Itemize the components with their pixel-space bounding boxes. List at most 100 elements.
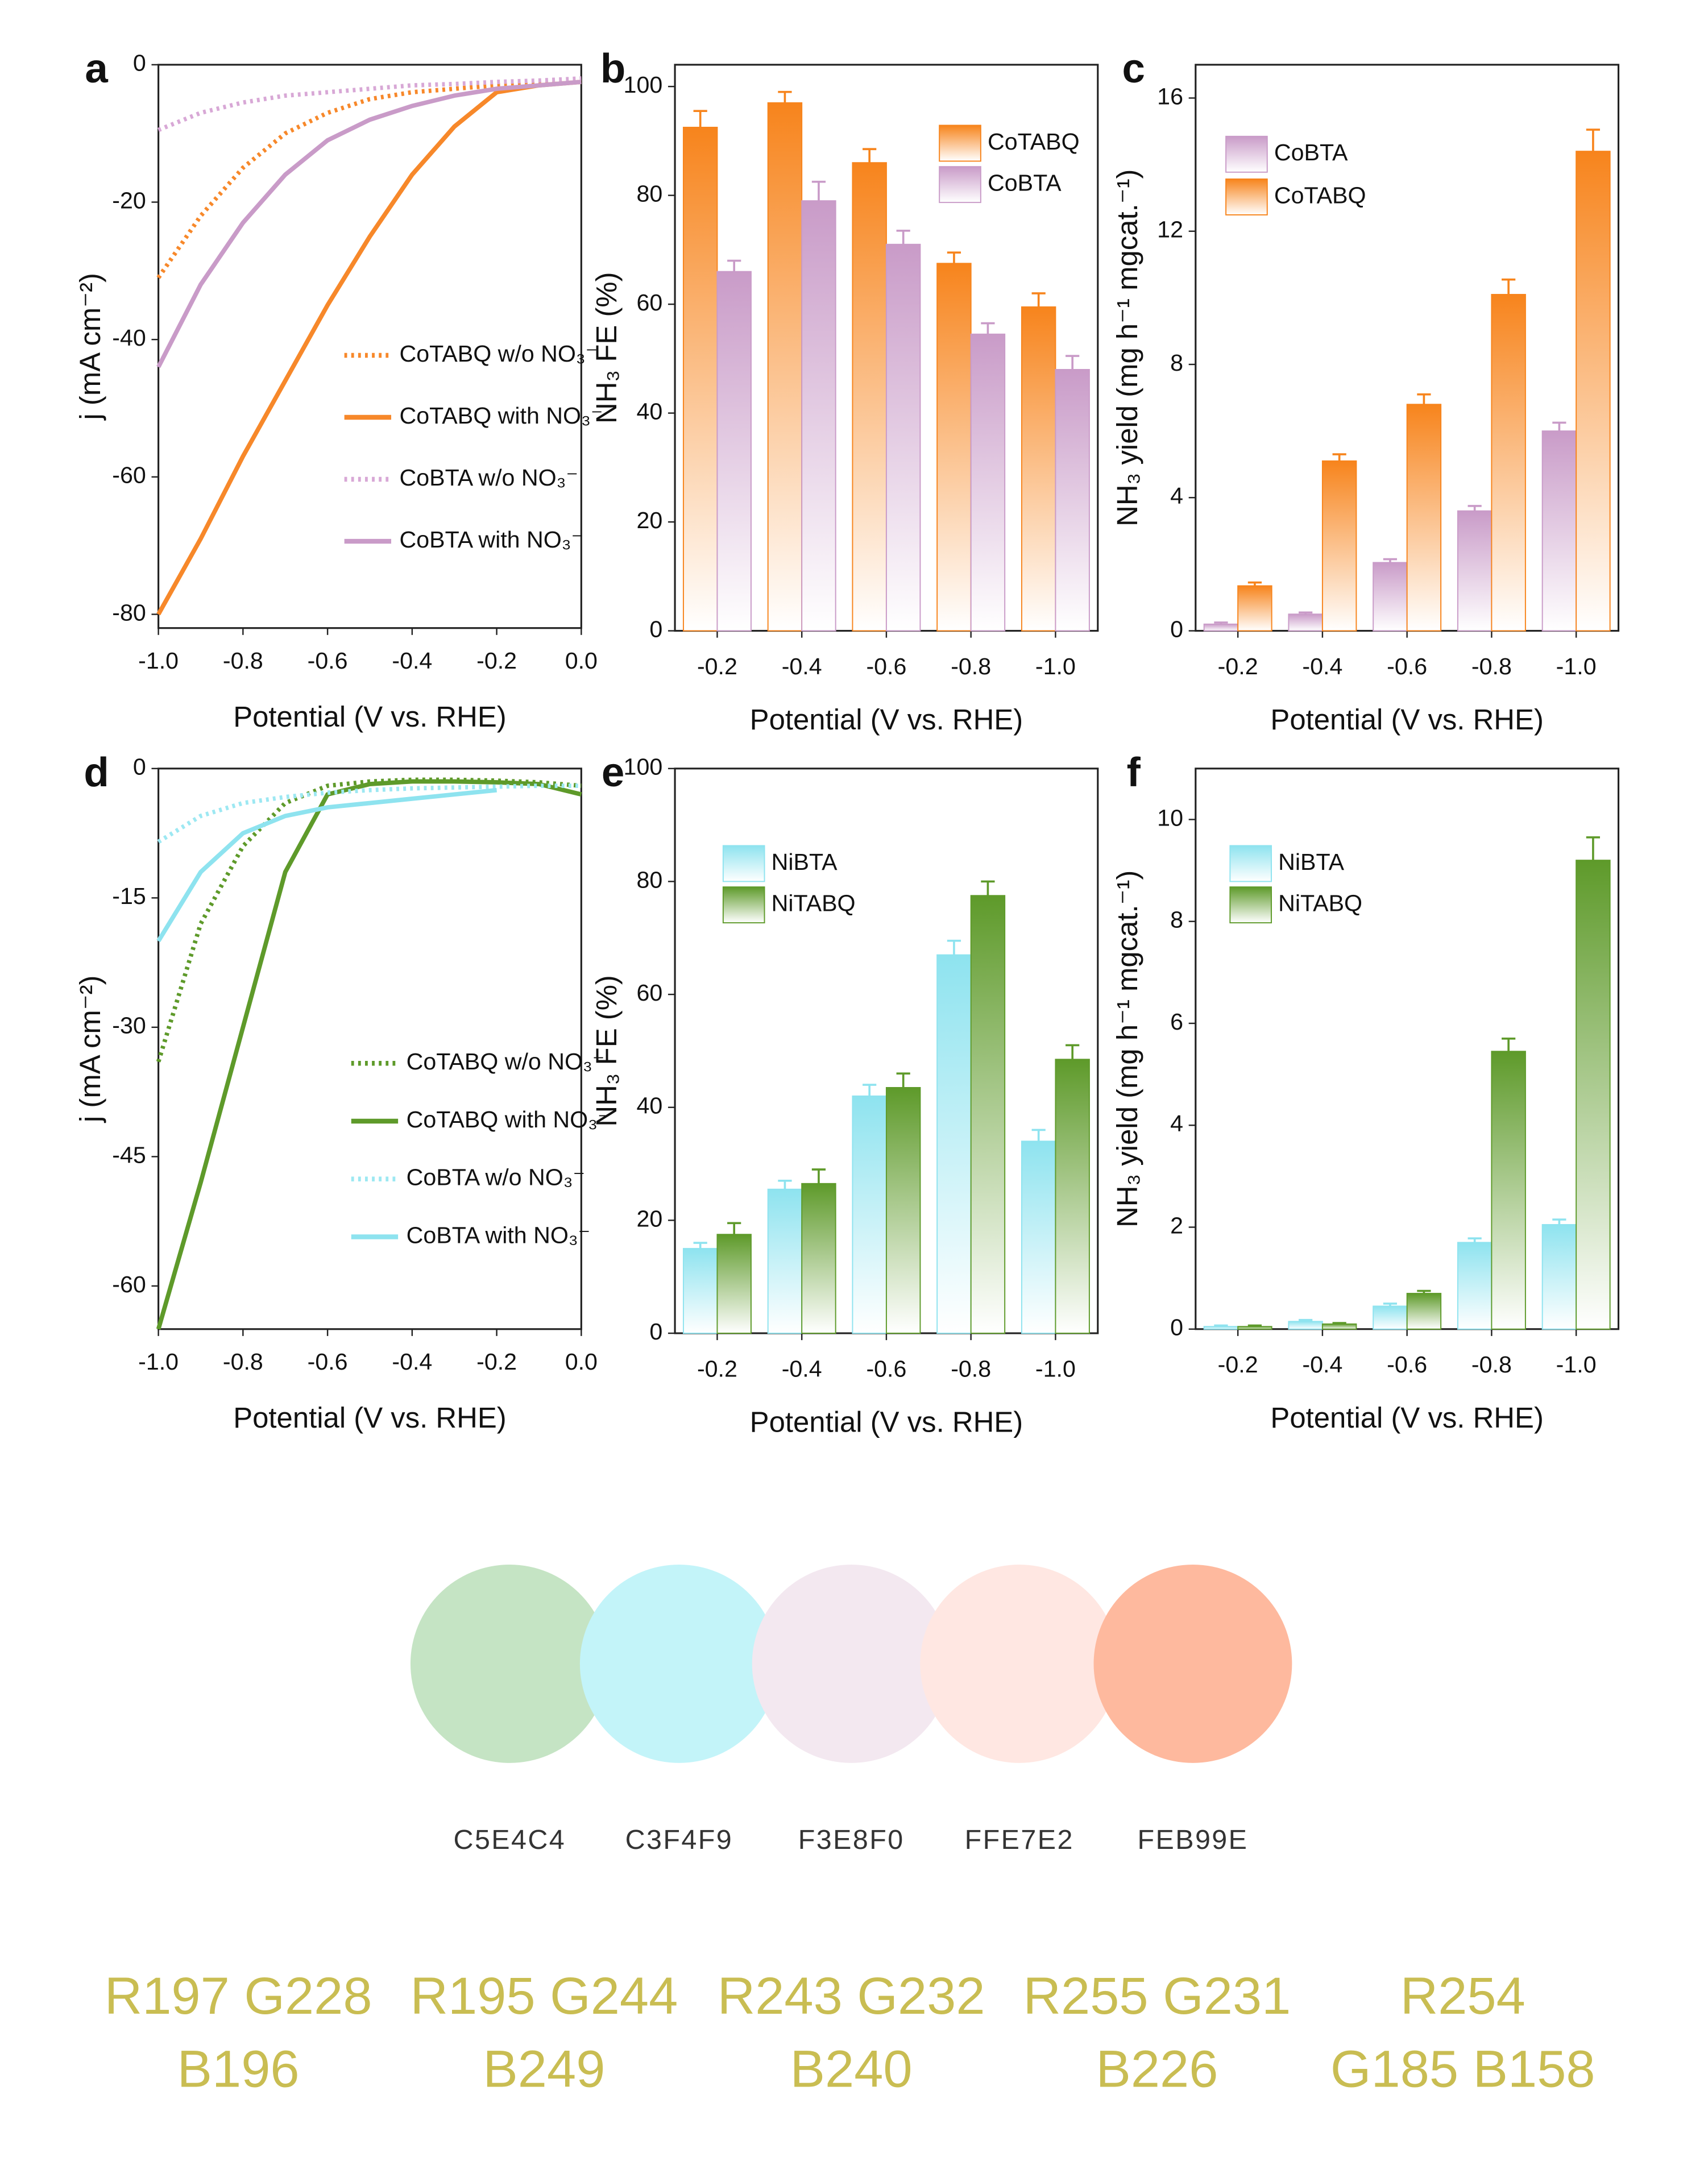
y-tick-label: 60 — [636, 980, 662, 1006]
bar — [767, 1188, 803, 1334]
rgb-code: R254 — [1400, 1967, 1525, 2025]
panel-label: f — [1127, 749, 1141, 795]
legend-label: CoTABQ — [988, 128, 1080, 155]
legend-swatch — [1229, 845, 1272, 882]
line-series — [156, 779, 582, 1330]
x-tick-label: 0.0 — [565, 648, 598, 674]
bar — [970, 333, 1006, 632]
x-axis-label: Potential (V vs. RHE) — [1270, 703, 1543, 736]
x-tick-label: -0.2 — [1218, 653, 1258, 679]
y-tick-label: -30 — [112, 1013, 146, 1039]
hex-code: F3E8F0 — [798, 1824, 905, 1855]
legend-swatch — [1225, 178, 1268, 215]
bar — [852, 1095, 887, 1334]
rgb-code: B249 — [483, 2039, 605, 2098]
bar — [801, 200, 836, 632]
line-series — [156, 80, 582, 279]
legend-swatch — [1229, 886, 1272, 924]
y-tick-label: 8 — [1170, 907, 1183, 933]
y-tick-label: -60 — [112, 462, 146, 488]
x-tick-label: -0.6 — [1387, 1351, 1427, 1378]
y-tick-label: 0 — [649, 1318, 662, 1345]
bar — [767, 102, 803, 632]
y-tick-label: 40 — [636, 1093, 662, 1119]
bar — [1321, 460, 1357, 632]
line-series — [156, 787, 497, 943]
panel-label: d — [84, 749, 109, 795]
panel-label: a — [85, 45, 108, 92]
bar — [1203, 623, 1239, 632]
x-tick-label: -0.6 — [866, 653, 906, 679]
bar — [801, 1183, 836, 1334]
y-tick-label: 8 — [1170, 350, 1183, 376]
bar — [1541, 1224, 1577, 1330]
y-tick-label: -40 — [112, 325, 146, 351]
color-swatch — [579, 1565, 778, 1763]
y-tick-label: 20 — [636, 507, 662, 533]
x-tick-label: -0.4 — [392, 1349, 432, 1375]
y-tick-label: 0 — [1170, 1314, 1183, 1341]
legend-label: NiTABQ — [772, 890, 856, 916]
x-tick-label: -1.0 — [138, 648, 179, 674]
x-tick-label: -0.2 — [476, 1349, 517, 1375]
bar — [1021, 1140, 1056, 1334]
legend-label: CoTABQ w/o NO₃⁻ — [400, 341, 598, 367]
legend-label: NiBTA — [772, 849, 838, 875]
x-axis-label: Potential (V vs. RHE) — [750, 1405, 1023, 1438]
rgb-code: R197 G228 — [105, 1967, 372, 2025]
y-axis-label: NH₃ yield (mg h⁻¹ mgcat.⁻¹) — [1111, 870, 1143, 1227]
bar — [1373, 562, 1408, 632]
rgb-code: R243 G232 — [718, 1967, 985, 2025]
color-swatch — [1093, 1565, 1292, 1763]
x-tick-label: -0.6 — [308, 1349, 348, 1375]
line-series — [156, 777, 582, 1063]
rgb-code: B240 — [790, 2039, 913, 2098]
rgb-code: R255 G231 — [1023, 1967, 1291, 2025]
x-axis-label: Potential (V vs. RHE) — [750, 703, 1023, 736]
y-tick-label: -80 — [112, 599, 146, 625]
bar — [1406, 404, 1442, 632]
legend-label: CoBTA w/o NO₃⁻ — [407, 1164, 586, 1191]
y-tick-label: 80 — [636, 866, 662, 893]
color-swatch — [410, 1565, 609, 1763]
bar — [852, 162, 887, 632]
x-tick-label: -0.8 — [951, 653, 991, 679]
x-tick-label: -0.2 — [697, 653, 737, 679]
legend-label: NiBTA — [1278, 849, 1344, 875]
y-tick-label: 100 — [624, 754, 663, 780]
legend-swatch — [939, 125, 981, 162]
rgb-code: R195 G244 — [411, 1967, 678, 2025]
legend-label: CoBTA — [1274, 139, 1348, 165]
x-tick-label: -0.4 — [1302, 653, 1342, 679]
bar — [885, 243, 921, 632]
x-tick-label: -1.0 — [1035, 1355, 1076, 1382]
x-tick-label: -0.4 — [1302, 1351, 1342, 1378]
y-tick-label: -15 — [112, 883, 146, 909]
line-series — [156, 80, 582, 616]
legend-label: CoTABQ w/o NO₃⁻ — [407, 1048, 605, 1075]
x-axis-label: Potential (V vs. RHE) — [233, 700, 506, 733]
x-tick-label: -1.0 — [1556, 653, 1597, 679]
bar — [1237, 585, 1272, 632]
bar — [1288, 613, 1323, 632]
hex-code: FEB99E — [1137, 1824, 1248, 1855]
bar — [682, 126, 718, 632]
bar — [1457, 1242, 1493, 1330]
bar — [936, 954, 972, 1334]
hex-code: FFE7E2 — [965, 1824, 1074, 1855]
x-axis-label: Potential (V vs. RHE) — [1270, 1401, 1543, 1434]
x-tick-label: -0.4 — [782, 1355, 822, 1382]
y-tick-label: 4 — [1170, 483, 1183, 509]
x-tick-label: -0.8 — [223, 1349, 263, 1375]
legend-label: CoTABQ with NO₃⁻ — [407, 1106, 610, 1133]
legend-swatch — [722, 845, 765, 882]
y-tick-label: 12 — [1157, 217, 1183, 243]
y-tick-label: 60 — [636, 289, 662, 316]
bar — [936, 263, 972, 632]
y-tick-label: 0 — [649, 616, 662, 642]
bar — [1321, 1323, 1357, 1330]
rgb-code: B196 — [177, 2039, 300, 2098]
bar — [1406, 1293, 1442, 1330]
